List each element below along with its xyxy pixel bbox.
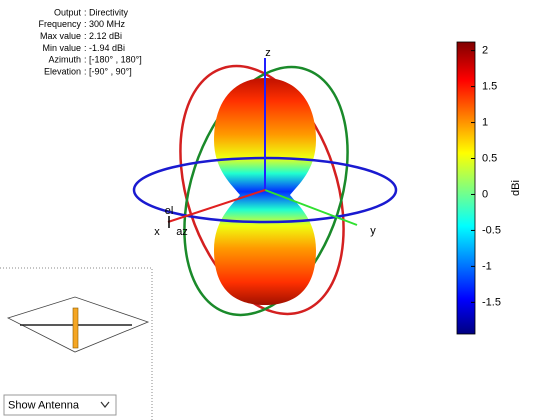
info-value: 2.12 dBi (89, 31, 122, 41)
colorbar-tick-label: 1.5 (482, 80, 497, 92)
y-axis (264, 189, 358, 226)
colorbar-ticks: -1.5 -1 -0.5 0 0.5 1 1.5 2 (471, 45, 501, 308)
colorbar-tick-label: -1 (482, 260, 492, 272)
info-label: Min value (42, 43, 81, 53)
info-colon: : (84, 43, 87, 53)
colorbar-label: dBi (510, 180, 522, 196)
antenna-element (72, 307, 79, 349)
ring-green (183, 65, 349, 317)
ring-red (179, 64, 345, 316)
axis-label: z (265, 47, 271, 59)
info-value: -1.94 dBi (89, 43, 125, 53)
info-value: [-90° , 90°] (89, 66, 132, 76)
info-colon: : (84, 31, 87, 41)
info-value: [-180° , 180°] (89, 55, 142, 65)
info-colon: : (84, 66, 87, 76)
axis-label: az (176, 226, 188, 238)
axis-label: el (165, 205, 174, 217)
dropdown[interactable] (3, 394, 117, 416)
colorbar-tick-label: 2 (482, 45, 488, 57)
colorbar-tick-label: -0.5 (482, 224, 501, 236)
info-colon: : (84, 19, 87, 29)
dropdown-arrow[interactable] (100, 401, 110, 408)
info-value: 300 MHz (89, 19, 126, 29)
info-value: Directivity (89, 7, 129, 17)
x-axis (167, 189, 266, 223)
info-label: Azimuth (48, 55, 81, 65)
colorbar-tick-label: 0 (482, 188, 488, 200)
axis-label: x (154, 226, 160, 238)
dropdown-text: Show Antenna (8, 399, 80, 411)
radiation-pattern (214, 78, 316, 305)
info-label: Max value (40, 31, 81, 41)
info-label: Elevation (44, 66, 81, 76)
colorbar-tick-label: -1.5 (482, 296, 501, 308)
colorbar-tick-label: 0.5 (482, 152, 497, 164)
info-label: Output (54, 7, 82, 17)
axis-label: y (370, 225, 376, 237)
info-colon: : (84, 7, 87, 17)
info-label: Frequency (38, 19, 81, 29)
colorbar (456, 41, 476, 335)
info-colon: : (84, 55, 87, 65)
colorbar-tick-label: 1 (482, 116, 488, 128)
